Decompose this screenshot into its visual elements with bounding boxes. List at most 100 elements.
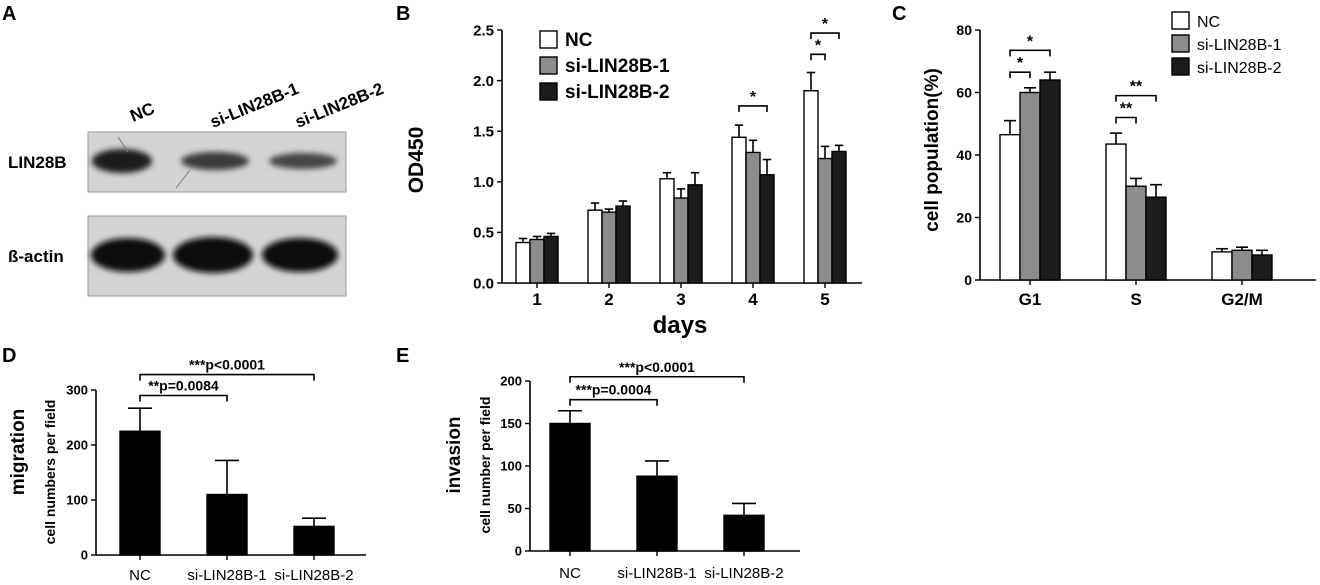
chart-e: 0 50 100 150 200 NC si-LIN28B-1 si-LIN28B-2 ***p… [444,359,800,582]
blot-band-actin-si2 [262,238,338,272]
chart-c-legend-swatch [1171,34,1190,53]
chart-c-bar [1019,91,1041,281]
chart-c-significance-label: * [1027,33,1034,50]
chart-c-bar [1145,196,1167,281]
chart-d-x-tick-label: si-LIN28B-2 [274,567,353,584]
chart-c-significance-bracket [1115,116,1137,124]
chart-b-bar [687,184,703,284]
chart-b: 0.00.51.01.52.02.51 2 3 4 5***OD450daysNCsi-… [405,16,862,339]
chart-b-x-tick-label: 2 [604,290,613,309]
chart-c-y-tick-label: 40 [956,147,972,163]
chart-b-significance-label: * [822,16,829,33]
chart-e-significance-label: ***p<0.0001 [619,359,695,375]
chart-b-bar [515,241,531,284]
panel-label-e: E [396,345,409,367]
panel-label-b: B [396,3,410,25]
chart-b-y-tick-label: 1.5 [473,123,494,140]
chart-b-bar [673,197,689,284]
chart-e-y-axis-sublabel: cell number per field [477,397,493,534]
chart-c-significance-bracket [1009,49,1051,57]
chart-b-y-axis-label: OD450 [405,127,428,194]
chart-c-significance-bracket [1115,94,1157,102]
blot-lane-label-si2: si-LIN28B-2 [292,79,386,132]
chart-b-legend-label: si-LIN28B-1 [565,56,670,77]
chart-b-bar [803,90,819,284]
chart-b-bar [615,205,631,284]
chart-c-bar [1039,79,1061,281]
blot-row-label-actin: ß-actin [8,247,64,266]
chart-b-y-tick-label: 0.0 [473,275,494,292]
chart-c-significance-label: ** [1130,79,1143,96]
chart-b-significance-bracket [810,53,826,61]
chart-b-legend-swatch [539,82,558,101]
chart-c-bar [1251,254,1273,281]
chart-d-x-tick-label: si-LIN28B-1 [187,567,266,584]
chart-d-bar [206,493,248,556]
chart-c-y-axis-label: cell population(%) [922,68,943,232]
chart-d-y-tick-label: 0 [81,548,88,563]
chart-b-x-axis-label: days [653,312,708,339]
chart-c-legend-swatch [1171,11,1190,30]
blot-lane-label-si1: si-LIN28B-1 [207,79,301,132]
chart-b-significance-bracket [810,32,840,40]
chart-e-x-tick-label: si-LIN28B-2 [704,565,783,582]
blot-scratch [117,136,191,189]
chart-b-y-tick-label: 1.0 [473,174,494,191]
chart-e-significance-label: ***p=0.0004 [576,382,652,398]
blot-band-lin28b-si1 [181,152,249,170]
chart-e-x-tick-label: NC [559,565,581,582]
chart-e-y-tick-label: 100 [500,459,522,474]
chart-c-legend-label: si-LIN28B-1 [1197,37,1282,54]
panel-a: A NC si-LIN28B-1 si-LIN28B-2 LIN28B ß-ac… [2,3,386,297]
chart-c-bar [1231,249,1253,281]
chart-c-x-tick-label: G2/M [1221,290,1263,309]
panel-label-a: A [2,3,16,25]
chart-c-bar [1125,185,1147,281]
chart-e-y-tick-label: 150 [500,416,522,431]
blot-band-actin-nc [91,238,165,272]
chart-b-bar [831,150,847,284]
chart-c-significance-bracket [1009,71,1031,79]
chart-e-x-tick-label: si-LIN28B-1 [617,565,696,582]
chart-b-x-tick-label: 5 [820,290,829,309]
chart-c-significance-label: * [1017,55,1024,72]
chart-e-y-tick-label: 0 [515,544,522,559]
chart-c-y-tick-label: 0 [964,272,972,288]
chart-b-x-tick-label: 4 [748,290,758,309]
blot-band-lin28b-si2 [269,153,337,169]
chart-b-bar [543,235,559,284]
chart-b-legend-label: NC [565,30,593,51]
blot-lane-label-nc: NC [127,99,157,126]
chart-e-y-axis-label: invasion [444,416,465,493]
chart-e-significance-bracket [569,398,658,406]
chart-b-y-tick-label: 0.5 [473,225,494,242]
chart-c-y-tick-label: 80 [956,22,972,38]
chart-b-bar [601,211,617,284]
chart-c-significance-label: ** [1120,101,1133,118]
chart-d-bar [293,525,335,556]
chart-b-significance-label: * [750,89,757,106]
panel-label-d: D [2,345,16,367]
chart-d-significance-label: ***p<0.0001 [189,357,265,373]
blot-band-lin28b-nc [92,149,152,173]
chart-c-bar [999,133,1021,281]
chart-d-y-tick-label: 100 [66,493,88,508]
chart-d-y-axis-label: migration [8,409,29,496]
chart-c-bar [1105,143,1127,281]
chart-b-significance-label: * [815,37,822,54]
chart-d-y-axis-sublabel: cell numbers per field [42,400,58,545]
chart-d-significance-label: **p=0.0084 [148,378,219,394]
chart-b-bar [659,178,675,284]
blot-band-actin-si1 [173,237,253,273]
chart-b-bar [759,174,775,284]
chart-b-bar [529,238,545,284]
chart-e-bar [636,475,678,552]
chart-e-bar [549,422,591,552]
chart-b-bar [817,157,833,284]
chart-d-x-tick-label: NC [129,567,151,584]
chart-b-x-tick-label: 3 [676,290,685,309]
chart-b-y-tick-label: 2.5 [473,22,494,39]
chart-c-legend-label: NC [1197,14,1220,31]
chart-b-bar [731,136,747,284]
